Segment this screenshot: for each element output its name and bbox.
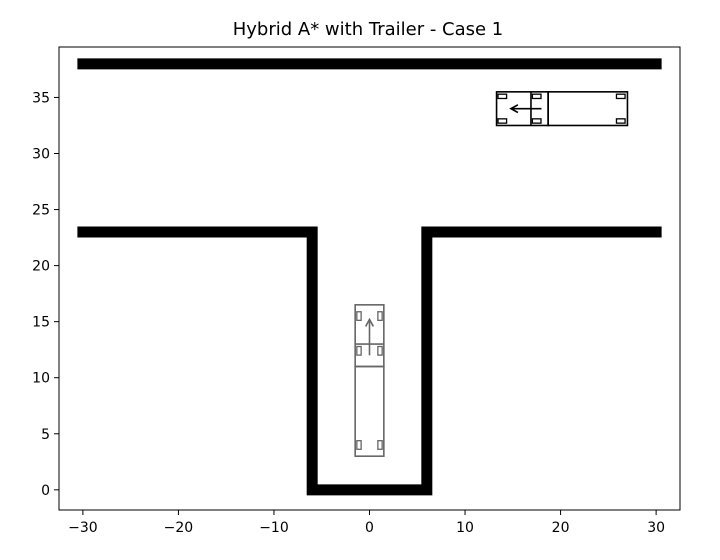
goal-trailer-outline [354,365,385,457]
goal-wheel-5 [356,440,362,450]
x-tick-label: −30 [68,520,98,536]
start-wheel-6 [615,118,626,124]
start-trailer-outline [547,91,629,127]
axes-frame [58,46,681,511]
start-wheel-1 [497,93,508,100]
goal-wheel-2 [377,311,383,322]
y-tick-label: 30 [32,147,50,163]
goal-wheel-6 [377,440,383,450]
start-wheel-5 [615,93,626,100]
plot-area [77,58,662,496]
y-tick-label: 10 [32,371,50,387]
start-wheel-2 [497,118,508,124]
x-axis: −30 −20 −10 0 10 20 30 [68,510,665,536]
y-axis: 0 5 10 15 20 25 30 35 [32,90,59,499]
vehicle-goal [354,304,385,457]
y-tick-label: 25 [32,203,50,219]
x-tick-label: 30 [647,520,665,536]
goal-wheel-3 [356,345,362,356]
goal-heading-arrowhead [364,317,375,327]
x-tick-label: 0 [365,520,374,536]
x-tick-label: −10 [259,520,289,536]
y-tick-label: 20 [32,259,50,275]
start-wheel-3 [531,93,542,100]
chart-title: Hybrid A* with Trailer - Case 1 [233,19,504,40]
y-tick-label: 0 [41,483,50,499]
vehicle-start [495,91,629,127]
obstacle-wall-2 [77,226,662,496]
goal-wheel-4 [377,345,383,356]
y-tick-label: 35 [32,90,50,106]
x-tick-label: 20 [552,520,570,536]
y-tick-label: 5 [41,427,50,443]
start-heading-arrowhead [509,104,519,114]
goal-wheel-1 [356,311,362,322]
x-tick-label: −20 [164,520,194,536]
x-tick-label: 10 [456,520,474,536]
start-wheel-4 [531,118,542,124]
y-tick-label: 15 [32,315,50,331]
